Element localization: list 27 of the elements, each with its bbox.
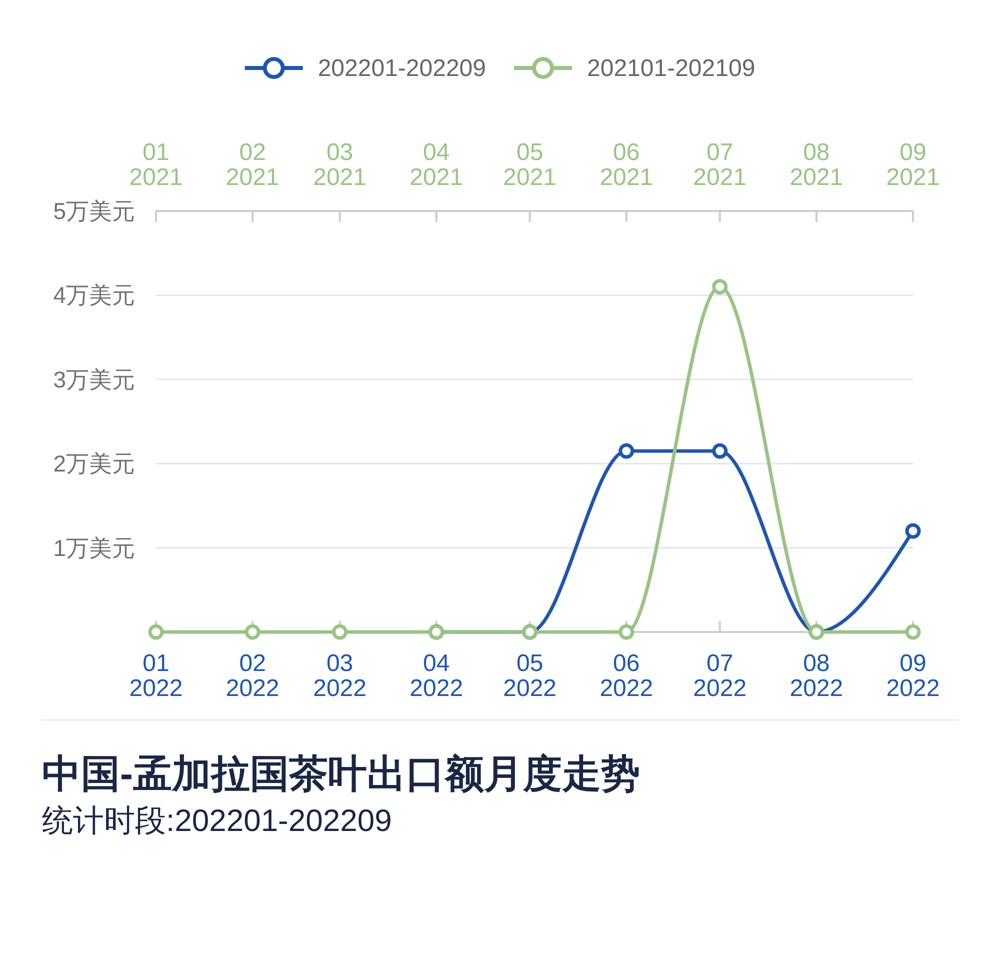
x2-tick-label: 09 2021 [886,139,940,191]
x2-tick-label: 05 2021 [503,139,557,191]
legend-label: 202101-202109 [587,55,756,82]
text: 统计时段:202201-202209 [42,803,392,838]
y-tick-label: 4万美元 [53,282,135,308]
x-tick-label: 01 2022 [129,650,183,702]
x-tick-label: 07 2022 [693,650,747,702]
x-tick-label: 08 2022 [790,650,844,702]
y-tick-label: 5万美元 [53,198,135,224]
x2-tick-label: 08 2021 [790,139,844,191]
x-tick-label: 09 2022 [886,650,940,702]
x2-tick-label: 01 2021 [129,139,183,191]
legend-label: 202201-202209 [318,55,486,82]
x2-tick-label: 06 2021 [600,139,654,191]
x2-tick-label: 04 2021 [410,139,464,191]
x-tick-label: 06 2022 [600,650,654,702]
x-tick-label: 02 2022 [226,650,280,702]
y-tick-label: 1万美元 [53,534,135,561]
y-tick-label: 2万美元 [53,450,135,477]
x2-tick-label: 02 2021 [226,139,280,191]
x2-tick-label: 03 2021 [313,139,366,191]
x2-tick-label: 07 2021 [693,139,747,191]
text: 中国-孟加拉国茶叶出口额月度走势 [42,753,640,796]
x-tick-label: 03 2022 [313,650,366,702]
x-tick-label: 04 2022 [410,650,464,702]
x-tick-label: 05 2022 [503,650,557,702]
y-tick-label: 3万美元 [53,366,135,392]
